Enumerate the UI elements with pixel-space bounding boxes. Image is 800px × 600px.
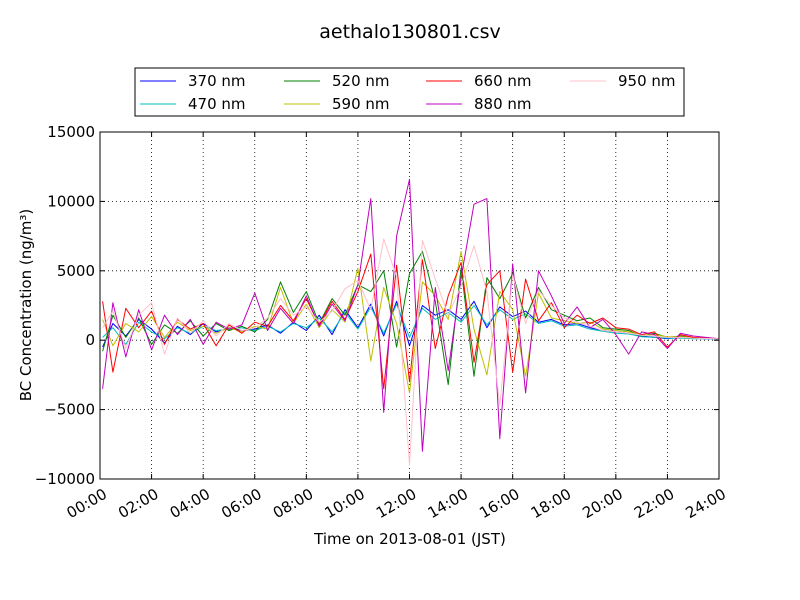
x-axis-label: Time on 2013-08-01 (JST) bbox=[313, 530, 506, 548]
x-tick-label: 02:00 bbox=[115, 485, 161, 522]
series-line-7 bbox=[102, 238, 720, 466]
y-axis-label: BC Concentration (ng/m³) bbox=[17, 209, 35, 402]
chart-title: aethalo130801.csv bbox=[319, 21, 501, 43]
series-line-2 bbox=[102, 303, 720, 345]
series-line-3 bbox=[102, 250, 720, 386]
y-tick-label: 15000 bbox=[47, 123, 95, 141]
x-tick-label: 08:00 bbox=[270, 485, 316, 522]
x-tick-label: 24:00 bbox=[683, 485, 729, 522]
legend-label: 880 nm bbox=[474, 95, 532, 113]
x-tick-label: 06:00 bbox=[218, 485, 264, 522]
legend-label: 590 nm bbox=[332, 95, 390, 113]
legend: 370 nm 470 nm 520 nm 590 nm 660 nm 880 nm 950 … bbox=[134, 67, 685, 117]
x-tick-label: 20:00 bbox=[579, 485, 625, 522]
y-tick-label: 5000 bbox=[57, 262, 95, 280]
x-tick-label: 22:00 bbox=[631, 485, 677, 522]
legend-label: 370 nm bbox=[188, 72, 246, 90]
x-tick-label: 04:00 bbox=[167, 485, 213, 522]
series-line-1 bbox=[102, 300, 719, 348]
y-tick-label: 10000 bbox=[47, 192, 95, 210]
series-line-5 bbox=[102, 253, 720, 390]
series-line-4 bbox=[102, 250, 720, 394]
x-tick-label: 16:00 bbox=[476, 485, 522, 522]
series-lines bbox=[102, 178, 720, 466]
axis-ticks bbox=[99, 131, 720, 480]
x-tick-label: 10:00 bbox=[321, 485, 367, 522]
x-tick-labels: 00:00 02:00 04:00 06:00 08:00 10:00 12:00 14:00… bbox=[64, 485, 729, 522]
x-tick-label: 12:00 bbox=[373, 485, 419, 522]
series-line-6 bbox=[102, 178, 720, 452]
x-tick-label: 18:00 bbox=[528, 485, 574, 522]
x-tick-label: 00:00 bbox=[64, 485, 110, 522]
y-tick-label: −5000 bbox=[44, 401, 95, 419]
legend-label: 470 nm bbox=[188, 95, 246, 113]
legend-frame bbox=[134, 67, 685, 117]
y-tick-label: 0 bbox=[85, 331, 95, 349]
y-tick-labels: −10000 −5000 0 5000 10000 15000 bbox=[35, 123, 95, 488]
x-tick-label: 14:00 bbox=[425, 485, 471, 522]
legend-label: 520 nm bbox=[332, 72, 390, 90]
legend-label: 950 nm bbox=[618, 72, 676, 90]
legend-label: 660 nm bbox=[474, 72, 532, 90]
y-tick-label: −10000 bbox=[35, 470, 95, 488]
